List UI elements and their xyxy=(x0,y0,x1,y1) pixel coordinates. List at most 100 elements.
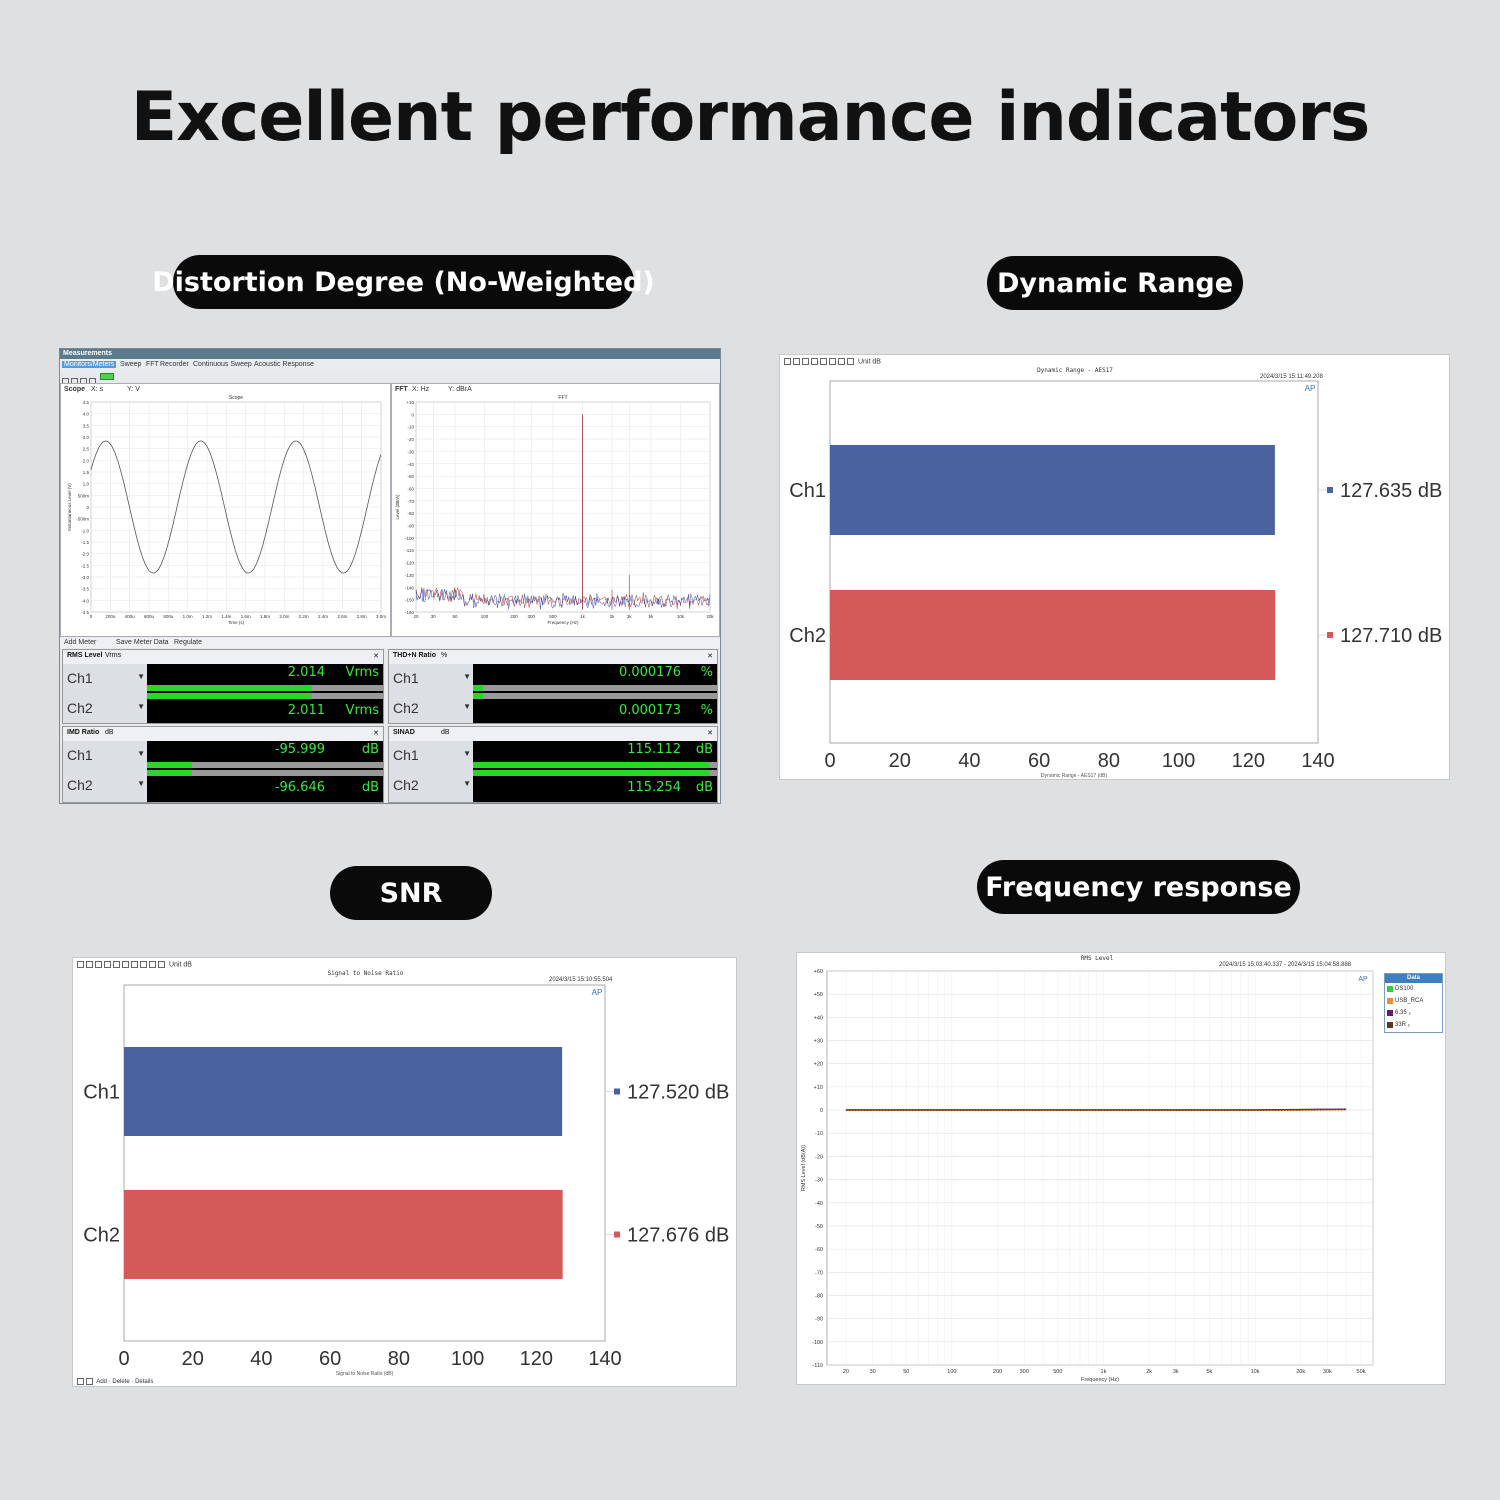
tab-fft[interactable]: FFT xyxy=(146,361,159,368)
toolbar-button[interactable] xyxy=(802,358,809,365)
scope-x-unit-value[interactable]: s xyxy=(99,386,104,393)
tab-continuous-sweep[interactable]: Continuous Sweep xyxy=(193,361,252,368)
fft-y-unit: Y: dBrA xyxy=(448,386,472,393)
toolbar-button[interactable] xyxy=(77,1378,84,1385)
legend-item[interactable]: DS100 xyxy=(1385,983,1442,995)
x-tick-label: 60 xyxy=(319,1348,341,1370)
meter-unit-select[interactable]: % xyxy=(441,652,448,659)
channel-select-ch1[interactable]: Ch1 ▼ xyxy=(67,747,145,763)
x-tick-label: 1.2m xyxy=(202,614,212,619)
channel-select-ch1[interactable]: Ch1 ▼ xyxy=(393,747,471,763)
bar-ch1 xyxy=(124,1047,563,1136)
toolbar-button[interactable] xyxy=(140,961,147,968)
toolbar-button[interactable] xyxy=(104,961,111,968)
toolbar-button[interactable] xyxy=(86,961,93,968)
legend-item[interactable]: 6.35 ₂ xyxy=(1385,1007,1442,1019)
tab-acoustic-response[interactable]: Acoustic Response xyxy=(254,361,314,368)
unit-select[interactable]: dB xyxy=(183,961,192,969)
close-icon[interactable]: ✕ xyxy=(707,653,713,660)
y-tick-label: +20 xyxy=(814,1062,823,1068)
y-tick-label: -20 xyxy=(815,1154,823,1160)
channel-select-ch1[interactable]: Ch1 ▼ xyxy=(67,670,145,686)
regulate-button[interactable]: Regulate xyxy=(174,639,203,646)
toolbar-button[interactable] xyxy=(793,358,800,365)
bar-ch2 xyxy=(124,1190,563,1279)
x-tick-label: 100 xyxy=(451,1348,484,1370)
legend-items: DS100 USB_RCA 6.35 ₂ 33R ₂ xyxy=(1385,983,1442,1031)
legend-item[interactable]: USB_RCA xyxy=(1385,995,1442,1007)
channel-label: Ch2 xyxy=(393,700,419,716)
toolbar-button[interactable] xyxy=(77,961,84,968)
channel-select-ch2[interactable]: Ch2 ▼ xyxy=(393,777,471,793)
ch2-value: 0.000173 xyxy=(618,703,681,718)
toolbar-button[interactable] xyxy=(131,961,138,968)
x-tick-label: 5k xyxy=(1207,1369,1213,1375)
y-tick-label: +10 xyxy=(406,400,414,405)
fft-y-unit-value[interactable]: dBrA xyxy=(456,386,472,393)
unit-label: Unit xyxy=(168,961,182,969)
category-label: Ch2 xyxy=(789,625,826,647)
toolbar-button[interactable] xyxy=(811,358,818,365)
toolbar-button[interactable] xyxy=(113,961,120,968)
window-title: Measurements xyxy=(63,350,113,357)
toolbar-button[interactable] xyxy=(784,358,791,365)
meter-unit-select[interactable]: dB xyxy=(105,729,114,736)
channel-select-ch2[interactable]: Ch2 ▼ xyxy=(67,700,145,716)
ch2-value: -96.646 xyxy=(274,780,325,795)
toolbar-button[interactable] xyxy=(847,358,854,365)
close-icon[interactable]: ✕ xyxy=(373,730,379,737)
meter-toolbar: Add Meter Save Meter Data Regulate xyxy=(60,638,720,648)
tab-sweep[interactable]: Sweep xyxy=(120,361,142,368)
add-meter-button[interactable]: Add Meter xyxy=(64,639,97,646)
toolbar-button[interactable] xyxy=(158,961,165,968)
close-icon[interactable]: ✕ xyxy=(707,730,713,737)
close-icon[interactable]: ✕ xyxy=(373,653,379,660)
unit-select[interactable]: dB xyxy=(872,358,881,366)
scope-y-unit-value[interactable]: V xyxy=(135,386,140,393)
ch2-unit: dB xyxy=(695,780,713,795)
tab-monitors-meters[interactable]: Monitors/Meters xyxy=(62,361,117,368)
unit-label: Unit xyxy=(857,358,871,366)
toolbar-button[interactable] xyxy=(829,358,836,365)
save-meter-data-button[interactable]: Save Meter Data xyxy=(116,639,169,646)
legend-item[interactable]: 33R ₂ xyxy=(1385,1019,1442,1031)
fft-x-unit-value[interactable]: Hz xyxy=(420,386,430,393)
ap-logo-icon: AP xyxy=(1358,976,1368,983)
channel-select-ch1[interactable]: Ch1 ▼ xyxy=(393,670,471,686)
add-button[interactable]: Add xyxy=(96,1379,108,1386)
toolbar-button[interactable] xyxy=(95,961,102,968)
x-tick-label: 1.4m xyxy=(221,614,231,619)
y-tick-label: +30 xyxy=(814,1039,823,1045)
toolbar-button[interactable] xyxy=(122,961,129,968)
tab-recorder[interactable]: Recorder xyxy=(160,361,189,368)
y-tick-label: 3.0 xyxy=(83,435,90,440)
snr-chart: 0 20 40 60 80 100 120 140 Signal to Noise Ratio … xyxy=(83,984,729,1377)
details-button[interactable]: Details xyxy=(135,1379,154,1386)
legend-label: 6.35 ₂ xyxy=(1395,1010,1411,1016)
channel-select-ch2[interactable]: Ch2 ▼ xyxy=(67,777,145,793)
ch1-unit: dB xyxy=(361,742,379,757)
value-label: 127.676 dB xyxy=(627,1225,729,1247)
y-tick-label: +10 xyxy=(814,1085,823,1091)
x-tick-label: 30k xyxy=(1323,1369,1332,1375)
meter-title-bar: RMS Level Vrms ✕ xyxy=(63,650,383,664)
toolbar-button[interactable] xyxy=(86,1378,93,1385)
category-label: Ch1 xyxy=(83,1082,120,1104)
legend-label: USB_RCA xyxy=(1395,998,1424,1004)
meter-thd-n-ratio: THD+N Ratio % ✕ Ch1 ▼ Ch2 ▼ 0.000176 % 0.0… xyxy=(388,649,718,724)
ch1-unit: Vrms xyxy=(345,665,379,680)
channel-label: Ch2 xyxy=(67,700,93,716)
toolbar-button[interactable] xyxy=(838,358,845,365)
channel-select-ch2[interactable]: Ch2 ▼ xyxy=(393,700,471,716)
meter-unit-select[interactable]: dB xyxy=(441,729,450,736)
delete-button[interactable]: Delete xyxy=(112,1379,130,1386)
legend-label: 33R ₂ xyxy=(1395,1022,1411,1028)
x-tick-label: 20 xyxy=(889,750,911,772)
toolbar-button[interactable] xyxy=(820,358,827,365)
y-tick-label: -90 xyxy=(407,524,414,529)
scope-title: Scope xyxy=(229,395,243,401)
meter-unit-select[interactable]: Vrms xyxy=(105,652,122,659)
toolbar-button[interactable] xyxy=(149,961,156,968)
y-tick-label: -50 xyxy=(407,474,414,479)
y-tick-label: 3.5 xyxy=(83,423,90,428)
